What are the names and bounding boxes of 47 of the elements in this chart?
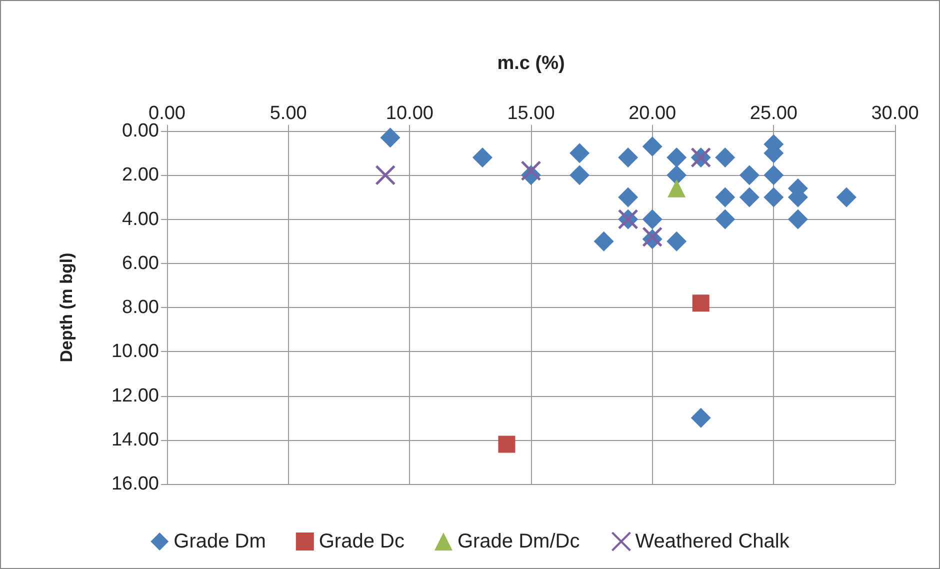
- point: [764, 187, 784, 208]
- x-axis-title: m.c (%): [497, 53, 565, 74]
- point: [715, 187, 736, 208]
- y-tick-label: 14.00: [111, 429, 159, 450]
- x-tick-label: 20.00: [628, 103, 676, 124]
- point: [642, 136, 662, 156]
- x-tick-label: 30.00: [871, 103, 919, 124]
- y-tick-label: 4.00: [122, 208, 159, 230]
- point: [690, 408, 711, 428]
- point: [570, 165, 590, 186]
- point: [715, 209, 736, 230]
- x-tick-label: 5.00: [270, 103, 307, 124]
- legend-label: Grade Dc: [318, 530, 404, 552]
- point: [472, 147, 492, 168]
- point: [764, 165, 784, 186]
- point: [739, 165, 760, 186]
- point: [520, 160, 542, 181]
- y-tick-label: 16.00: [111, 474, 159, 494]
- legend-label: Weathered Chalk: [635, 530, 790, 552]
- x-tick-label: 10.00: [386, 103, 434, 124]
- y-tick-label: 2.00: [122, 164, 159, 186]
- point: [666, 147, 687, 168]
- point: [498, 436, 516, 453]
- x-tick-label: 25.00: [750, 103, 798, 124]
- y-tick-label: 8.00: [122, 297, 159, 318]
- point: [380, 128, 400, 148]
- point: [570, 143, 590, 164]
- point: [666, 165, 687, 186]
- y-tick-label: 12.00: [111, 385, 159, 406]
- point: [618, 187, 638, 208]
- point: [692, 294, 710, 312]
- legend-label: Grade Dm/Dc: [457, 530, 580, 552]
- point: [715, 147, 736, 168]
- point: [594, 231, 614, 252]
- point: [788, 209, 808, 230]
- x-tick-label: 15.00: [507, 103, 555, 124]
- legend-label: Grade Dm: [174, 530, 266, 552]
- point: [668, 179, 686, 198]
- y-tick-label: 6.00: [122, 252, 159, 274]
- point: [739, 187, 760, 208]
- point: [666, 231, 687, 252]
- point: [375, 164, 396, 186]
- point: [642, 209, 662, 230]
- point: [618, 147, 638, 168]
- point: [836, 187, 856, 208]
- y-axis-title: Depth (m bgl): [57, 252, 76, 362]
- y-tick-label: 10.00: [111, 341, 159, 362]
